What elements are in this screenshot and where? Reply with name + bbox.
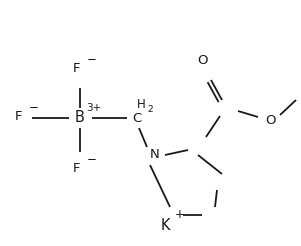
Text: +: + <box>175 209 185 221</box>
Text: H: H <box>137 97 145 110</box>
Text: F: F <box>14 110 22 123</box>
Text: −: − <box>29 102 39 114</box>
Text: O: O <box>266 113 276 126</box>
Text: O: O <box>197 53 207 66</box>
Text: N: N <box>150 149 160 162</box>
Text: F: F <box>73 62 81 75</box>
Text: −: − <box>87 154 97 167</box>
Text: K: K <box>160 217 170 232</box>
Text: C: C <box>132 112 142 125</box>
Text: 2: 2 <box>147 105 153 113</box>
Text: B: B <box>75 110 85 125</box>
Text: F: F <box>73 162 81 174</box>
Text: −: − <box>87 53 97 66</box>
Text: 3+: 3+ <box>86 103 102 113</box>
